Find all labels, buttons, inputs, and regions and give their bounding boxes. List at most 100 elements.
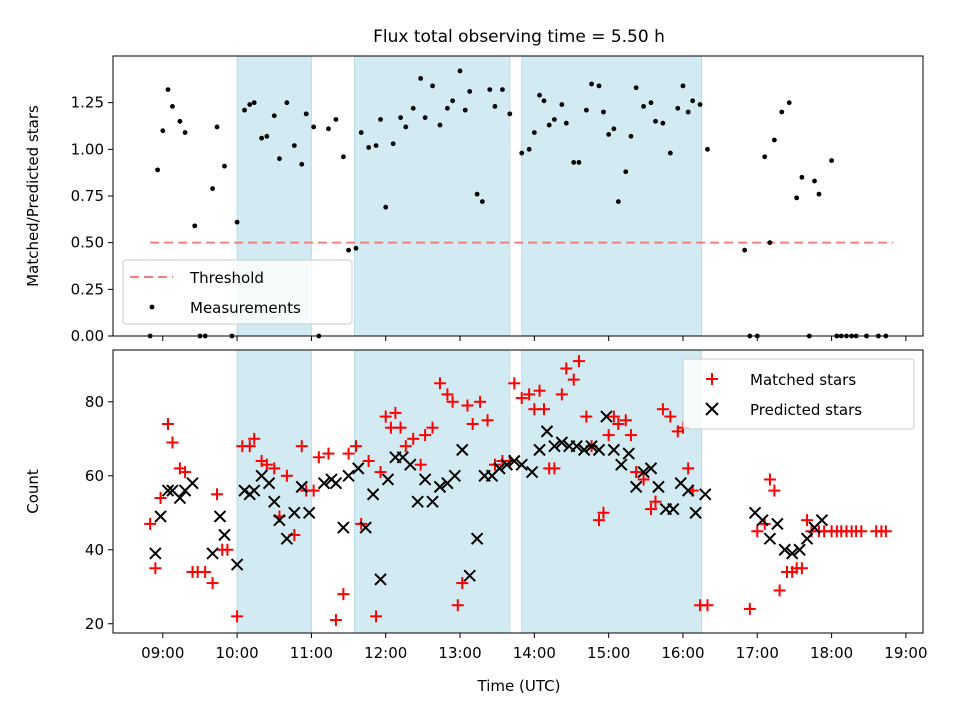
- matched-star-point: [161, 417, 174, 430]
- matched-star-point: [312, 451, 325, 464]
- measurement-point: [499, 87, 505, 92]
- matched-star-point: [533, 384, 546, 397]
- predicted-star-point: [577, 443, 591, 457]
- measurement-point: [264, 133, 270, 139]
- measurement-point: [559, 102, 565, 107]
- matched-star-point: [624, 429, 637, 442]
- predicted-star-point: [667, 502, 680, 516]
- shaded-interval-2: [521, 55, 703, 337]
- measurement-point: [271, 113, 277, 119]
- predicted-star-point: [268, 495, 281, 508]
- measurement-point: [583, 107, 589, 113]
- measurement-point: [358, 130, 364, 135]
- matched-star-point: [144, 517, 157, 530]
- predicted-star-point: [342, 469, 355, 482]
- x-tick-label: 11:00: [290, 644, 333, 662]
- measurement-point: [247, 102, 253, 107]
- matched-star-point: [508, 377, 521, 390]
- measurement-point: [242, 107, 247, 113]
- matched-star-point: [466, 417, 479, 430]
- measurement-point: [576, 160, 582, 165]
- matched-star-point: [597, 506, 610, 519]
- chart-title: Flux total observing time = 5.50 h: [373, 27, 665, 47]
- matched-star-point: [149, 562, 162, 575]
- predicted-star-point: [448, 469, 462, 482]
- top-panel: Flux total observing time = 5.50 h 0.00 0…: [24, 27, 924, 345]
- matched-star-point: [555, 388, 568, 401]
- matched-star-point: [307, 484, 320, 497]
- x-tick-label: 16:00: [661, 644, 704, 662]
- measurement-point: [403, 124, 409, 130]
- measurement-point: [531, 130, 537, 135]
- top-legend-box: [122, 259, 353, 325]
- measurement-point: [277, 156, 282, 162]
- matched-star-point: [481, 414, 494, 427]
- predicted-star-point: [508, 454, 521, 468]
- predicted-star-point: [800, 532, 814, 545]
- measurement-point: [284, 100, 290, 106]
- predicted-star-point: [206, 547, 219, 560]
- measurement-point: [526, 146, 532, 152]
- x-tick-label: 09:00: [141, 644, 184, 662]
- y-tick-label: 1.25: [71, 94, 104, 112]
- predicted-star-point: [555, 436, 569, 449]
- measurement-point: [487, 87, 493, 92]
- predicted-star-point: [317, 476, 331, 490]
- matched-star-point: [394, 421, 407, 434]
- predicted-star-point: [515, 458, 528, 471]
- measurement-point: [786, 100, 792, 106]
- matched-star-points: [144, 355, 892, 627]
- measurement-point: [519, 150, 525, 156]
- y-tick-label: 0.75: [71, 187, 104, 205]
- measurement-point: [648, 100, 654, 106]
- predicted-star-point: [756, 513, 769, 527]
- measurement-point: [373, 143, 379, 149]
- measurement-point: [589, 81, 594, 87]
- measurement-point: [507, 111, 513, 117]
- predicted-star-point: [786, 547, 799, 560]
- y-tick-label: 0.50: [71, 234, 104, 252]
- predicted-star-point: [173, 491, 187, 505]
- predicted-star-point: [280, 532, 294, 545]
- measurement-point: [601, 109, 606, 115]
- predicted-star-point: [359, 521, 372, 534]
- predicted-star-point: [213, 510, 227, 523]
- measurement-point: [418, 76, 424, 81]
- predicted-star-point: [295, 480, 308, 494]
- predicted-star-point: [374, 573, 387, 586]
- predicted-star-points: [149, 410, 829, 586]
- y-tick-label: 0.00: [71, 327, 104, 345]
- predicted-star-point: [525, 465, 539, 479]
- measurement-point: [641, 104, 646, 109]
- predicted-star-point: [456, 443, 469, 457]
- matched-star-point: [451, 599, 464, 612]
- bottom-legend: Matched stars Predicted stars: [682, 358, 915, 430]
- matched-star-point: [801, 514, 814, 527]
- matched-star-point: [763, 473, 776, 486]
- predicted-star-point: [418, 473, 432, 486]
- measurement-point: [541, 98, 547, 104]
- predicted-star-point: [600, 410, 613, 423]
- matched-star-point: [243, 440, 256, 453]
- predicted-star-point: [238, 484, 251, 497]
- matched-star-point: [350, 440, 362, 453]
- predicted-star-point: [381, 473, 395, 486]
- measurement-point: [234, 219, 240, 225]
- y-tick-label: 1.00: [71, 140, 104, 158]
- measurement-point: [816, 191, 822, 197]
- measurement-point: [155, 167, 160, 173]
- measurement-point: [353, 245, 359, 251]
- matched-star-point: [414, 458, 427, 471]
- measurement-point: [160, 128, 166, 134]
- measurement-point: [182, 130, 188, 135]
- predicted-star-point: [771, 517, 784, 531]
- matched-star-point: [211, 488, 224, 501]
- x-tick-label: 13:00: [438, 644, 481, 662]
- predicted-star-point: [699, 488, 712, 501]
- measurement-point: [623, 169, 629, 175]
- x-tick-label: 10:00: [215, 644, 258, 662]
- measurement-point: [366, 145, 372, 150]
- measurement-point: [210, 186, 215, 191]
- predicted-star-point: [218, 528, 231, 542]
